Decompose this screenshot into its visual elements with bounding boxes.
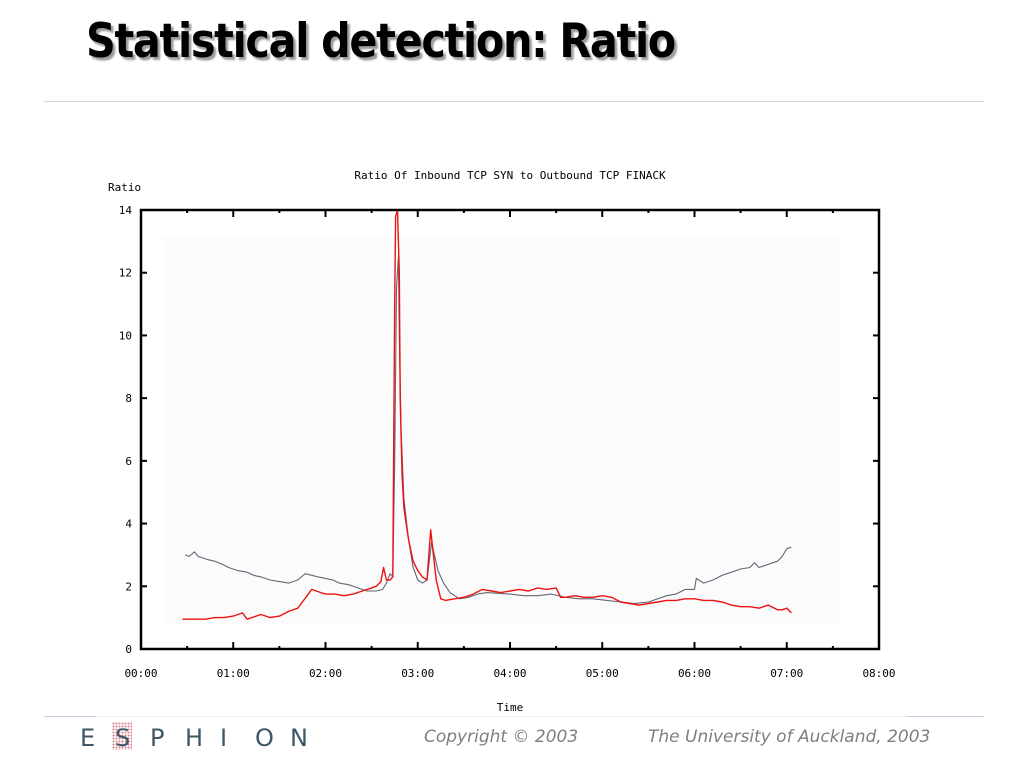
y-tick-label: 10 (119, 329, 132, 342)
y-axis-label: Ratio (108, 181, 141, 194)
y-tick-label: 14 (119, 204, 133, 217)
series-line-red (182, 209, 792, 620)
logo-letter: N (290, 724, 308, 752)
series-layer (182, 209, 792, 620)
x-axis-label: Time (497, 701, 524, 714)
footer-divider-left (44, 716, 96, 717)
y-tick-label: 12 (119, 267, 132, 280)
x-tick-label: 05:00 (586, 667, 619, 680)
logo-letter: H (185, 724, 204, 752)
copyright-text: Copyright © 2003 (424, 727, 579, 747)
plot-background (164, 237, 840, 624)
ticks-layer: 00:00 01:00 02:00 03:00 04:00 05:00 06:00 07:00… (119, 204, 896, 680)
y-tick-label: 8 (125, 392, 132, 405)
logo-letter: O (255, 724, 274, 752)
chart-title: Ratio Of Inbound TCP SYN to Outbound TCP… (354, 169, 666, 182)
logo-letter: P (150, 724, 165, 752)
logo-letter: I (220, 724, 228, 752)
x-tick-label: 06:00 (678, 667, 711, 680)
logo-letter: S (112, 722, 150, 752)
title-divider (44, 101, 984, 102)
x-tick-label: 02:00 (309, 667, 342, 680)
footer-divider (96, 716, 908, 717)
institution-text: The University of Auckland, 2003 (648, 727, 931, 747)
y-tick-label: 6 (125, 455, 132, 468)
logo-letter-highlighted: S (115, 724, 131, 752)
x-tick-label: 04:00 (493, 667, 526, 680)
y-tick-label: 2 (125, 580, 132, 593)
y-tick-label: 4 (125, 518, 132, 531)
logo-letter: E (80, 724, 96, 752)
footer-divider-right (908, 716, 984, 717)
slide-title: Statistical detection: Ratio (86, 14, 676, 69)
x-tick-label: 07:00 (770, 667, 803, 680)
x-tick-label: 01:00 (217, 667, 250, 680)
x-tick-label: 08:00 (862, 667, 895, 680)
x-tick-label: 00:00 (124, 667, 157, 680)
y-tick-label: 0 (125, 643, 132, 656)
series-line-gray (185, 256, 792, 605)
x-tick-label: 03:00 (401, 667, 434, 680)
